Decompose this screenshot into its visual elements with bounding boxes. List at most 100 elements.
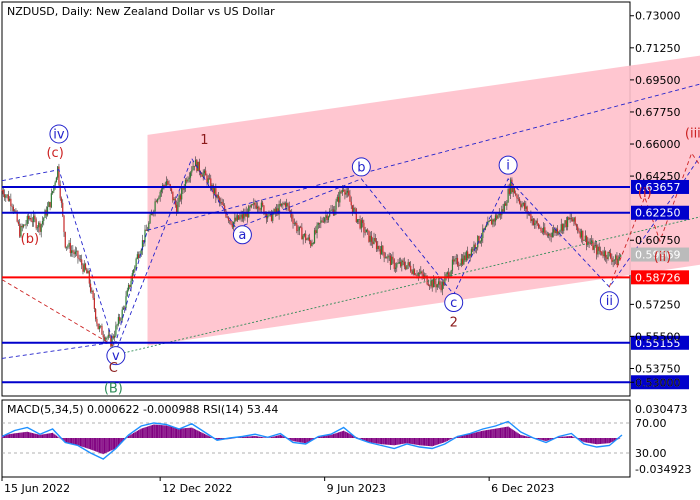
candle <box>301 223 303 240</box>
candle <box>74 246 76 258</box>
candle <box>532 218 535 226</box>
candle <box>296 220 298 234</box>
candle <box>68 240 70 249</box>
candle <box>478 235 480 244</box>
candle <box>119 314 121 324</box>
candle <box>81 254 83 270</box>
candle <box>262 200 264 208</box>
candle <box>412 263 414 276</box>
candle <box>41 216 44 228</box>
candle <box>377 241 379 252</box>
candle <box>358 219 360 225</box>
candle <box>337 191 340 208</box>
candle <box>460 253 462 268</box>
candle <box>340 190 342 194</box>
candle <box>321 217 323 223</box>
candle <box>48 201 50 208</box>
candle <box>589 238 591 245</box>
candle <box>504 201 507 206</box>
candle <box>503 201 505 214</box>
candle <box>585 235 588 251</box>
candle <box>387 254 389 263</box>
candle <box>577 224 579 234</box>
candle <box>580 228 583 243</box>
wave-label-2: 2 <box>450 315 458 330</box>
level-tag-0.62250 <box>631 205 689 220</box>
candle <box>231 221 233 230</box>
candle <box>10 193 12 212</box>
candle <box>58 163 60 187</box>
candle <box>364 226 366 236</box>
svg-text:(iii): (iii) <box>685 127 700 142</box>
candle <box>461 254 464 267</box>
candle <box>62 199 64 218</box>
chart-title: NZDUSD, Daily: New Zealand Dollar vs US … <box>7 5 275 18</box>
candle <box>403 257 405 270</box>
candle <box>468 253 470 260</box>
candle <box>288 201 290 214</box>
candle <box>222 199 225 207</box>
candle <box>227 216 230 224</box>
y-tick-label: 0.71250 <box>635 42 681 55</box>
candle <box>189 171 192 183</box>
candle <box>43 217 45 226</box>
candle <box>570 213 572 222</box>
candle <box>30 213 32 223</box>
candle <box>578 228 580 234</box>
candle <box>315 226 317 235</box>
candle <box>464 252 466 263</box>
candle <box>597 243 599 258</box>
svg-text:(ii): (ii) <box>654 250 671 265</box>
candle <box>583 239 585 241</box>
candle <box>83 260 85 273</box>
svg-text:1: 1 <box>200 133 208 148</box>
candle <box>249 204 251 211</box>
candle <box>251 203 254 206</box>
candle <box>408 261 411 268</box>
candle <box>77 250 79 264</box>
candle <box>84 262 87 271</box>
svg-text:(c): (c) <box>46 146 63 161</box>
y-tick-label: 0.53000 <box>635 376 681 389</box>
candle <box>155 199 157 203</box>
candle <box>244 208 246 221</box>
svg-text:i: i <box>506 159 510 174</box>
candle <box>513 186 516 194</box>
candle <box>394 262 397 273</box>
candle <box>453 256 455 265</box>
candle <box>39 220 41 236</box>
candle <box>106 336 108 342</box>
candle <box>255 201 257 210</box>
level-label: 0.59969 <box>635 249 681 262</box>
candle <box>355 207 357 223</box>
candle <box>568 216 570 221</box>
candle <box>11 203 13 213</box>
candle <box>599 246 602 256</box>
wave-label-(B): (B) <box>104 381 123 396</box>
y-tick-label: 0.60750 <box>635 234 681 247</box>
level-tag-0.58726 <box>631 270 689 285</box>
candle <box>349 189 351 202</box>
candle <box>365 229 368 233</box>
candle <box>107 329 109 340</box>
candle <box>135 257 137 270</box>
candle <box>367 228 369 235</box>
candle <box>620 253 622 258</box>
candle <box>442 279 445 289</box>
candle <box>388 252 390 261</box>
candle <box>363 219 365 238</box>
candle <box>236 212 238 222</box>
candle <box>610 248 612 260</box>
candle <box>384 252 386 259</box>
candle <box>612 256 614 268</box>
candle <box>291 209 293 222</box>
candle <box>31 217 33 227</box>
candle <box>145 224 147 231</box>
candle <box>46 202 49 217</box>
y-tick-label: 0.55500 <box>635 330 681 343</box>
candle <box>386 256 388 259</box>
level-label: 0.55155 <box>635 337 681 350</box>
x-tick-label: 9 Jun 2023 <box>327 482 386 495</box>
candle <box>579 228 581 239</box>
candle <box>60 196 63 208</box>
